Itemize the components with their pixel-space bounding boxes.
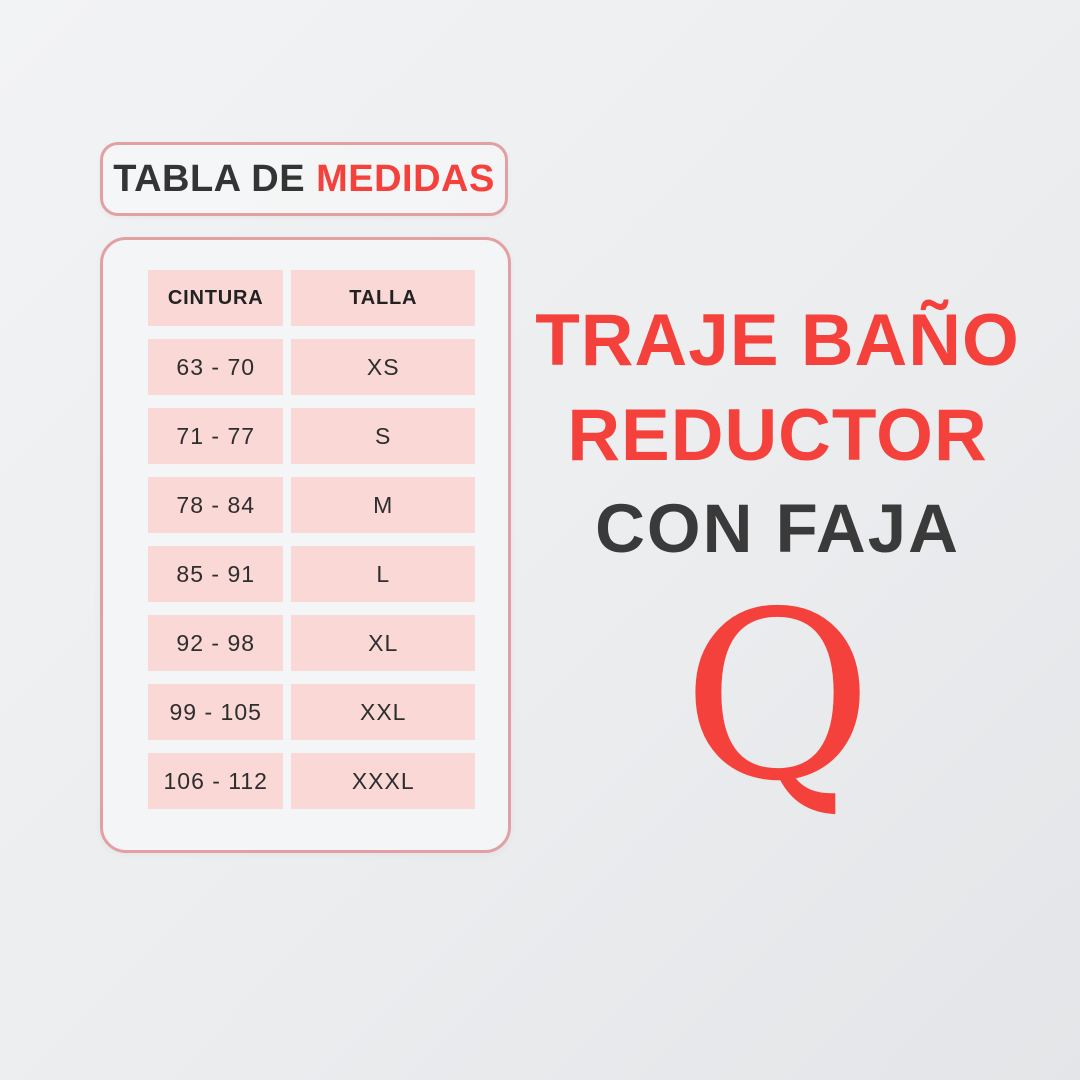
column-header-cintura: CINTURA [148,270,284,326]
table-header-row: CINTURA TALLA [148,270,475,326]
talla-cell: XS [291,339,475,395]
title-dark-text: TABLA DE [113,157,306,200]
table-row: 99 - 105 XXL [148,684,475,740]
talla-cell: XXXL [291,753,475,809]
talla-cell: XL [291,615,475,671]
table-row: 85 - 91 L [148,546,475,602]
table-row: 92 - 98 XL [148,615,475,671]
brand-q-logo: Q [682,562,873,832]
cintura-cell: 106 - 112 [148,753,284,809]
title-red-text: MEDIDAS [316,157,495,200]
talla-cell: S [291,408,475,464]
size-table-card: CINTURA TALLA 63 - 70 XS 71 - 77 S 78 - … [100,237,511,853]
cintura-cell: 92 - 98 [148,615,284,671]
headline-line3: CON FAJA [595,490,960,567]
cintura-cell: 63 - 70 [148,339,284,395]
talla-cell: M [291,477,475,533]
headline-line1: TRAJE BAÑO [535,300,1020,381]
table-row: 71 - 77 S [148,408,475,464]
table-row: 106 - 112 XXXL [148,753,475,809]
cintura-cell: 85 - 91 [148,546,284,602]
talla-cell: L [291,546,475,602]
title-box: TABLA DE MEDIDAS [100,142,508,216]
talla-cell: XXL [291,684,475,740]
column-header-talla: TALLA [291,270,475,326]
headline-block: TRAJE BAÑO REDUCTOR CON FAJA Q [535,293,1020,832]
headline-line2: REDUCTOR [567,395,988,476]
cintura-cell: 99 - 105 [148,684,284,740]
cintura-cell: 78 - 84 [148,477,284,533]
table-row: 63 - 70 XS [148,339,475,395]
product-headline-red: TRAJE BAÑO REDUCTOR [535,293,1020,483]
table-row: 78 - 84 M [148,477,475,533]
cintura-cell: 71 - 77 [148,408,284,464]
